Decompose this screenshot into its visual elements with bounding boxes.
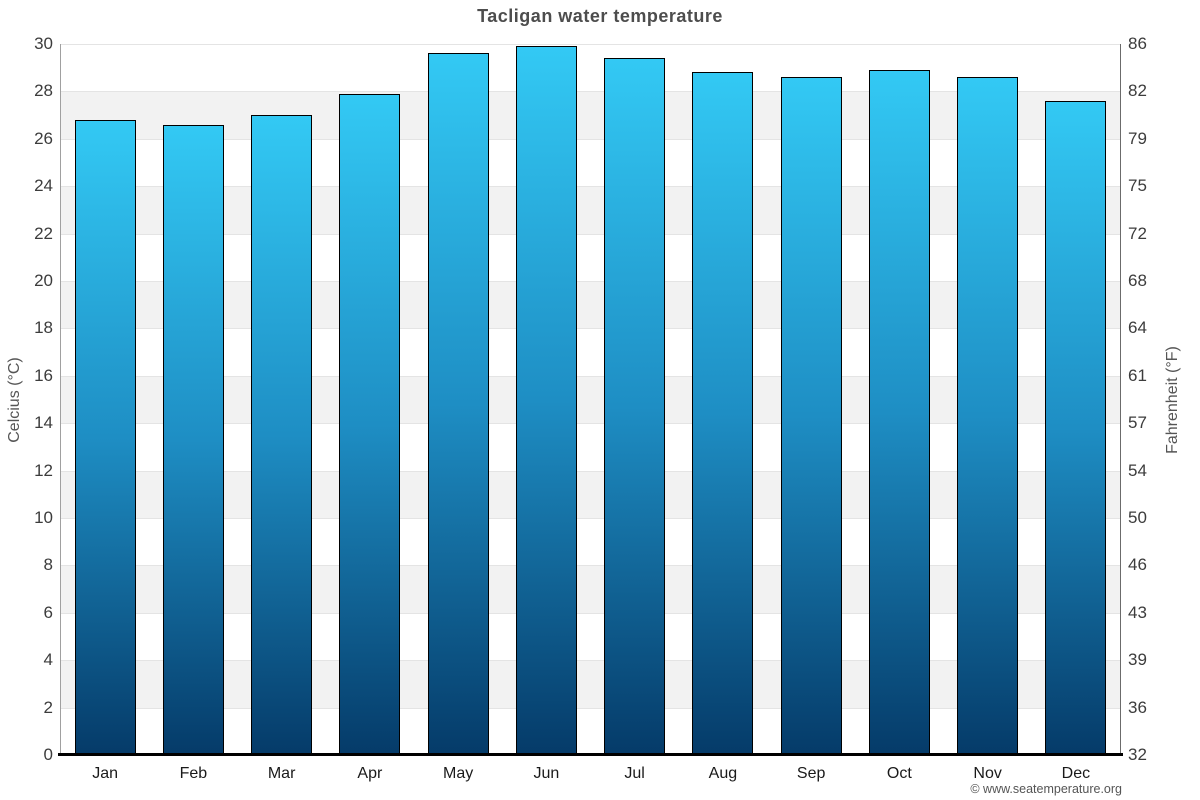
celsius-tick-6: 6 — [43, 602, 53, 622]
celsius-tick-18: 18 — [34, 318, 53, 338]
plot-band — [61, 470, 1120, 518]
plot-band — [61, 518, 1120, 566]
gridline — [61, 660, 1120, 662]
month-label-jul: Jul — [624, 765, 645, 782]
chart-title: Tacligan water temperature — [477, 6, 723, 26]
plot-band — [61, 91, 1120, 139]
month-label-jun: Jun — [533, 765, 560, 782]
month-label-may: May — [443, 765, 474, 782]
fahrenheit-tick-36: 36 — [1128, 697, 1147, 717]
gridline — [61, 328, 1120, 330]
celsius-tick-14: 14 — [34, 413, 53, 433]
gridline — [61, 186, 1120, 188]
fahrenheit-tick-72: 72 — [1128, 223, 1147, 243]
plot-band — [61, 375, 1120, 424]
celsius-tick-2: 2 — [43, 697, 53, 717]
bar-sep — [780, 77, 842, 755]
gridline — [61, 138, 1120, 140]
plot-band — [61, 328, 1120, 376]
month-label-oct: Oct — [886, 765, 912, 782]
plot-band — [61, 423, 1120, 471]
month-label-aug: Aug — [708, 765, 738, 782]
fahrenheit-tick-75: 75 — [1128, 176, 1147, 196]
month-label-apr: Apr — [357, 765, 383, 782]
bar-aug — [692, 72, 754, 755]
gridline — [61, 44, 1120, 45]
gridline — [61, 565, 1120, 567]
bar-may — [427, 53, 489, 755]
celsius-tick-20: 20 — [34, 271, 53, 290]
fahrenheit-tick-54: 54 — [1128, 460, 1147, 480]
gridline — [61, 518, 1120, 519]
celsius-tick-8: 8 — [43, 555, 53, 575]
plot-band — [61, 565, 1120, 613]
gridline — [61, 281, 1120, 282]
celsius-tick-16: 16 — [34, 365, 53, 385]
bar-jan — [74, 119, 136, 755]
plot-band — [61, 612, 1120, 661]
fahrenheit-tick-46: 46 — [1128, 555, 1147, 575]
bar-oct — [868, 70, 930, 755]
fahrenheit-tick-68: 68 — [1128, 271, 1147, 290]
fahrenheit-tick-50: 50 — [1128, 508, 1147, 527]
fahrenheit-tick-43: 43 — [1128, 602, 1147, 622]
fahrenheit-tick-79: 79 — [1128, 128, 1147, 148]
fahrenheit-tick-32: 32 — [1128, 745, 1147, 764]
month-label-jan: Jan — [92, 765, 119, 782]
fahrenheit-tick-82: 82 — [1128, 81, 1147, 101]
celsius-tick-10: 10 — [34, 508, 53, 527]
fahrenheit-tick-61: 61 — [1128, 365, 1147, 385]
bar-dec — [1045, 100, 1107, 755]
plot-band — [61, 233, 1120, 281]
bar-jul — [604, 58, 666, 755]
gridline — [61, 233, 1120, 235]
celsius-tick-22: 22 — [34, 223, 53, 243]
plot-band — [61, 186, 1120, 234]
fahrenheit-tick-57: 57 — [1128, 413, 1147, 433]
celsius-axis-line — [60, 44, 61, 755]
bar-mar — [251, 115, 313, 755]
gridline — [61, 612, 1120, 614]
plot-band — [61, 707, 1120, 755]
plot-band — [61, 281, 1120, 329]
month-label-sep: Sep — [796, 765, 826, 782]
month-label-feb: Feb — [179, 765, 208, 782]
month-label-dec: Dec — [1061, 765, 1091, 782]
fahrenheit-axis-line — [1120, 44, 1121, 755]
gridline — [61, 470, 1120, 472]
month-label-nov: Nov — [973, 765, 1002, 782]
gridline — [61, 707, 1120, 709]
bar-jun — [515, 46, 577, 755]
gridline — [61, 91, 1120, 93]
celsius-tick-26: 26 — [34, 128, 53, 148]
plot-band — [61, 138, 1120, 187]
plot-band — [61, 44, 1120, 92]
celsius-axis-title: Celcius (°C) — [6, 356, 23, 443]
month-label-mar: Mar — [267, 765, 296, 782]
bar-apr — [339, 93, 401, 755]
plot-band — [61, 660, 1120, 708]
celsius-tick-4: 4 — [43, 650, 53, 670]
gridline — [61, 423, 1120, 425]
celsius-tick-12: 12 — [34, 460, 53, 480]
gridline — [61, 375, 1120, 377]
plot-area — [61, 44, 1120, 755]
celsius-tick-24: 24 — [34, 176, 53, 196]
fahrenheit-axis-title: Fahrenheit (°F) — [1164, 345, 1181, 454]
fahrenheit-tick-39: 39 — [1128, 650, 1147, 670]
fahrenheit-tick-64: 64 — [1128, 318, 1147, 338]
bar-nov — [957, 77, 1019, 755]
bar-feb — [162, 124, 224, 755]
site-credit-link[interactable]: © www.seatemperature.org — [970, 782, 1122, 796]
celsius-tick-28: 28 — [34, 81, 53, 101]
celsius-tick-0: 0 — [43, 745, 53, 764]
celsius-tick-30: 30 — [34, 34, 53, 53]
fahrenheit-tick-86: 86 — [1128, 34, 1147, 53]
x-axis-line — [58, 753, 1123, 756]
